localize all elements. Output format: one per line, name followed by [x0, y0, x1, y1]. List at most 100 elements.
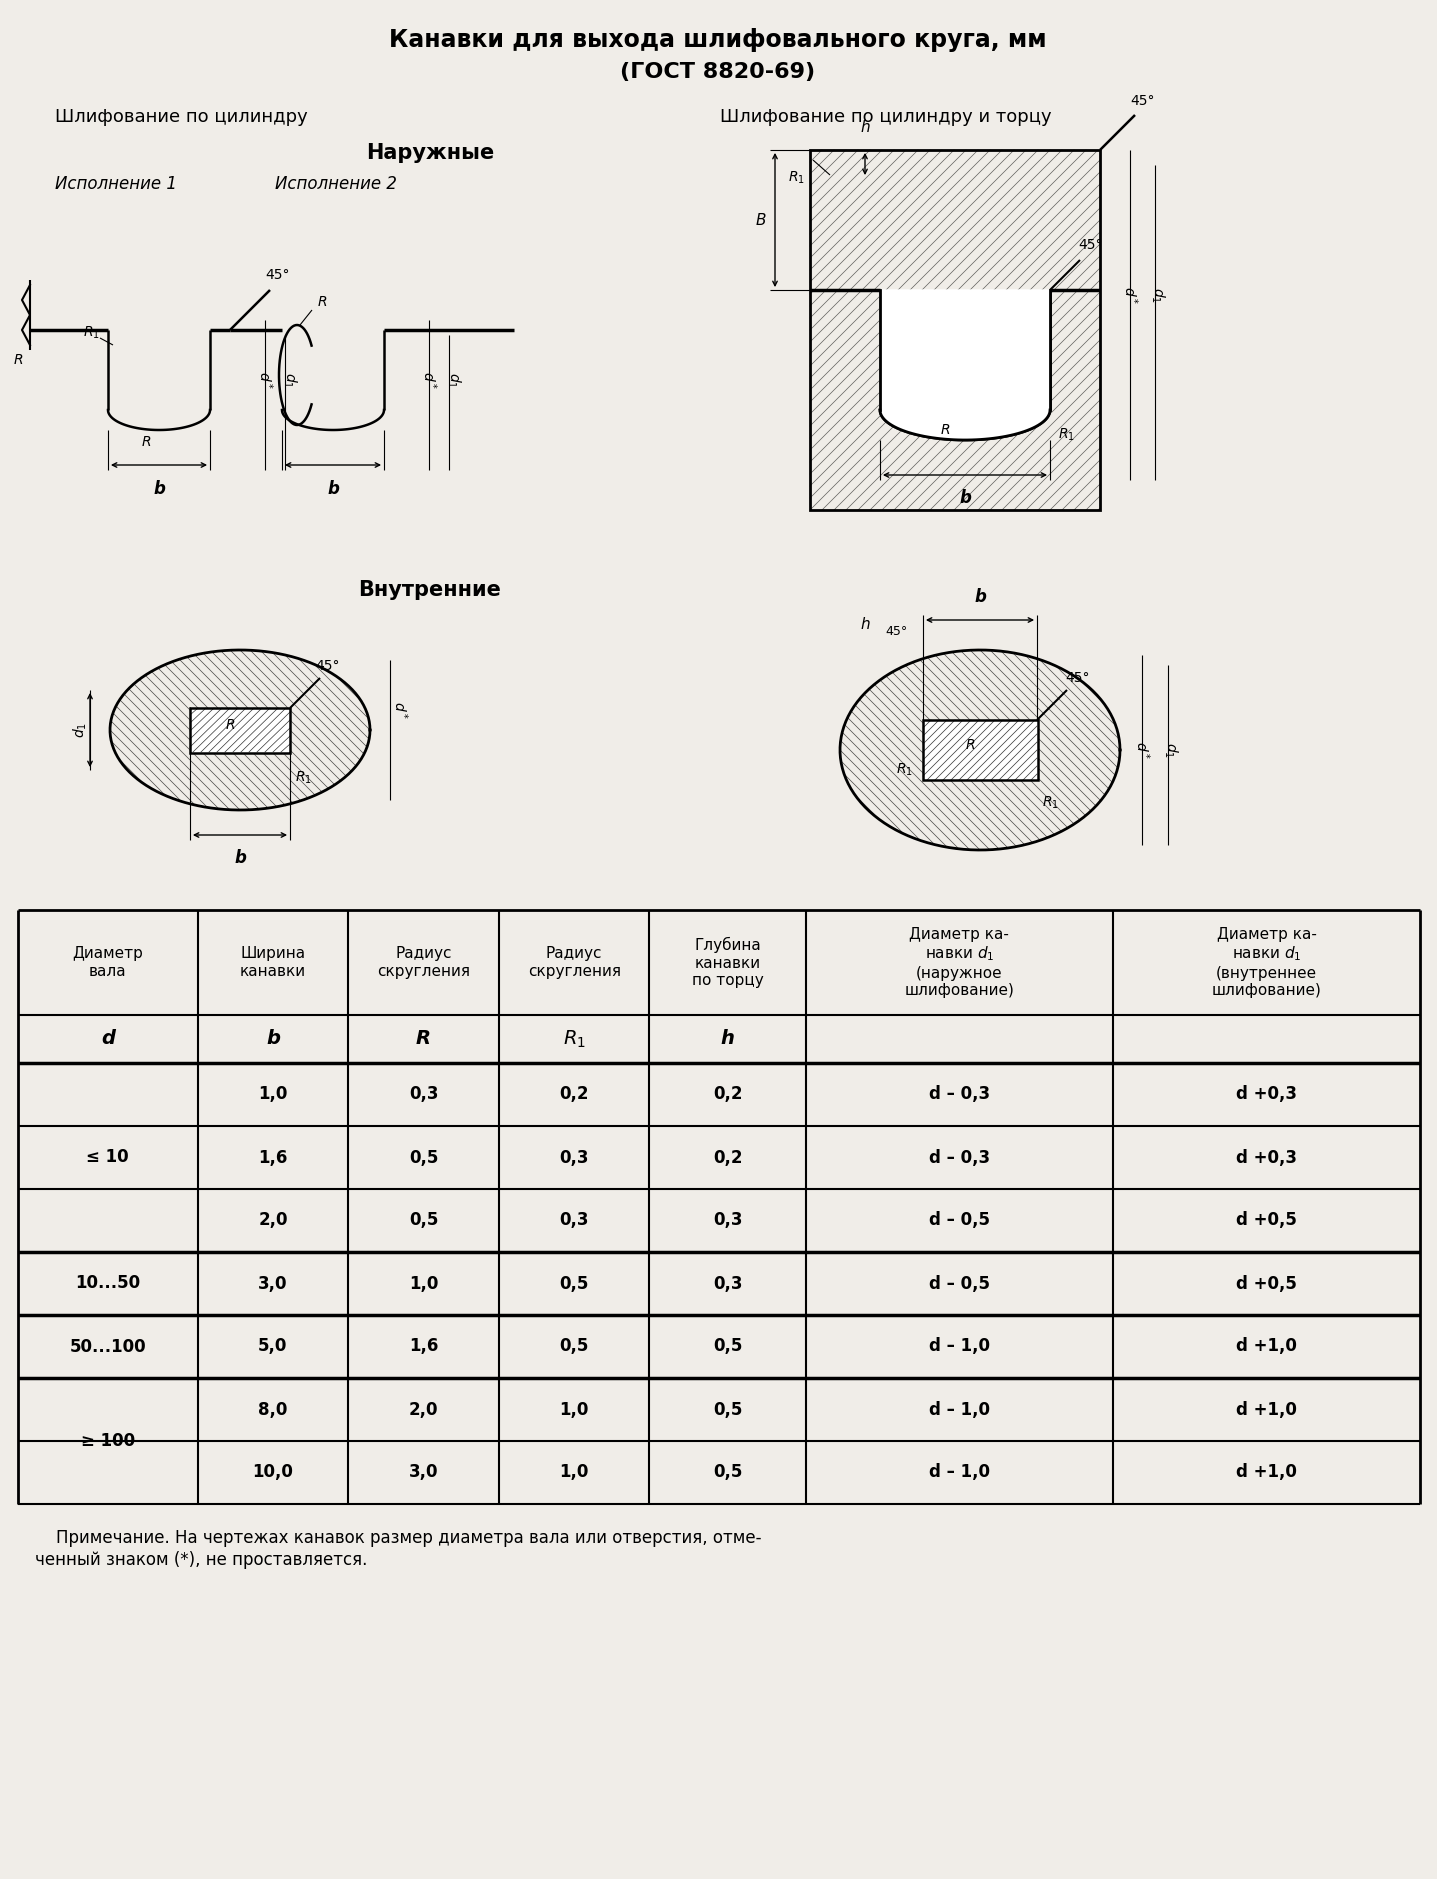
Text: 45°: 45°	[315, 660, 339, 673]
Text: b: b	[958, 489, 971, 507]
Text: 45°: 45°	[1129, 94, 1154, 107]
Text: 0,2: 0,2	[713, 1086, 743, 1103]
Text: 0,3: 0,3	[559, 1148, 589, 1167]
Text: $R$: $R$	[224, 718, 236, 733]
Text: Канавки для выхода шлифовального круга, мм: Канавки для выхода шлифовального круга, …	[389, 28, 1046, 53]
Text: Внутренние: Внутренние	[359, 581, 502, 599]
Text: $R$: $R$	[13, 353, 23, 366]
Text: 0,5: 0,5	[713, 1400, 743, 1419]
Text: 10...50: 10...50	[75, 1274, 141, 1293]
Text: $R$: $R$	[940, 423, 950, 438]
Text: $R_1$: $R_1$	[563, 1028, 586, 1050]
Text: d +0,3: d +0,3	[1236, 1086, 1298, 1103]
Text: $R_1$: $R_1$	[295, 770, 312, 787]
Text: Шлифование по цилиндру и торцу: Шлифование по цилиндру и торцу	[720, 107, 1052, 126]
Text: $R$: $R$	[141, 436, 151, 449]
Bar	[810, 150, 1099, 509]
Text: 0,5: 0,5	[559, 1338, 589, 1355]
Text: 1,0: 1,0	[559, 1400, 589, 1419]
Text: Радиус
скругления: Радиус скругления	[376, 947, 470, 979]
Text: ≤ 10: ≤ 10	[86, 1148, 129, 1167]
Text: 50...100: 50...100	[69, 1338, 147, 1355]
Text: h: h	[861, 616, 869, 631]
Text: b: b	[328, 479, 339, 498]
Text: d – 0,3: d – 0,3	[928, 1148, 990, 1167]
Text: b: b	[154, 479, 165, 498]
Text: $d^*$: $d^*$	[1132, 740, 1151, 759]
Text: $d_1$: $d_1$	[1150, 287, 1167, 303]
Text: 0,5: 0,5	[410, 1212, 438, 1229]
Text: 1,6: 1,6	[410, 1338, 438, 1355]
Text: 1,0: 1,0	[410, 1274, 438, 1293]
Text: Диаметр ка-
навки $d_1$
(наружное
шлифование): Диаметр ка- навки $d_1$ (наружное шлифов…	[904, 926, 1015, 998]
Text: $d_1$: $d_1$	[445, 372, 463, 389]
Text: d +1,0: d +1,0	[1236, 1400, 1298, 1419]
Text: 45°: 45°	[264, 269, 289, 282]
Text: $d_1$: $d_1$	[1163, 742, 1180, 757]
Text: $d^*$: $d^*$	[256, 370, 274, 389]
Text: 5,0: 5,0	[259, 1338, 287, 1355]
Text: d – 1,0: d – 1,0	[928, 1400, 990, 1419]
Text: 1,0: 1,0	[259, 1086, 287, 1103]
Text: (ГОСТ 8820-69): (ГОСТ 8820-69)	[621, 62, 816, 83]
Text: ≥ 100: ≥ 100	[80, 1432, 135, 1451]
Text: $R_1$: $R_1$	[897, 761, 912, 778]
Text: b: b	[974, 588, 986, 607]
Text: d +1,0: d +1,0	[1236, 1464, 1298, 1481]
Text: d +0,5: d +0,5	[1236, 1212, 1298, 1229]
Text: d – 0,5: d – 0,5	[928, 1274, 990, 1293]
Text: d +1,0: d +1,0	[1236, 1338, 1298, 1355]
Text: $d_1$: $d_1$	[282, 372, 299, 389]
Text: h: h	[861, 120, 869, 135]
Text: 0,3: 0,3	[559, 1212, 589, 1229]
Text: 45°: 45°	[885, 626, 907, 639]
Text: $R$: $R$	[318, 295, 328, 308]
Text: d – 0,5: d – 0,5	[928, 1212, 990, 1229]
Bar	[923, 720, 1038, 780]
Text: 2,0: 2,0	[408, 1400, 438, 1419]
Text: 0,3: 0,3	[408, 1086, 438, 1103]
Text: Исполнение 2: Исполнение 2	[274, 175, 397, 194]
Text: $B$: $B$	[756, 212, 767, 227]
Text: 45°: 45°	[1065, 671, 1089, 686]
Text: Диаметр
вала: Диаметр вала	[72, 947, 144, 979]
Text: Исполнение 1: Исполнение 1	[55, 175, 177, 194]
Text: d +0,5: d +0,5	[1236, 1274, 1298, 1293]
Text: Наружные: Наружные	[366, 143, 494, 163]
Text: R: R	[417, 1030, 431, 1048]
Text: 1,6: 1,6	[259, 1148, 287, 1167]
Text: $d_1$: $d_1$	[72, 722, 89, 738]
Text: 0,5: 0,5	[410, 1148, 438, 1167]
Text: Диаметр ка-
навки $d_1$
(внутреннее
шлифование): Диаметр ка- навки $d_1$ (внутреннее шлиф…	[1211, 926, 1322, 998]
Text: $R_1$: $R_1$	[1042, 795, 1059, 812]
Text: d – 0,3: d – 0,3	[928, 1086, 990, 1103]
Text: $R_1$: $R_1$	[1058, 427, 1075, 443]
Text: Примечание. На чертежах канавок размер диаметра вала или отверстия, отме-: Примечание. На чертежах канавок размер д…	[34, 1530, 762, 1546]
Text: b: b	[234, 849, 246, 866]
Text: d +0,3: d +0,3	[1236, 1148, 1298, 1167]
Text: 0,5: 0,5	[559, 1274, 589, 1293]
Text: 0,5: 0,5	[713, 1338, 743, 1355]
Text: $R_1$: $R_1$	[787, 169, 805, 186]
Bar	[190, 708, 290, 753]
Text: d – 1,0: d – 1,0	[928, 1338, 990, 1355]
Text: Ширина
канавки: Ширина канавки	[240, 947, 306, 979]
Text: $d^*$: $d^*$	[391, 701, 410, 720]
Text: h: h	[721, 1030, 734, 1048]
Text: 0,2: 0,2	[713, 1148, 743, 1167]
Text: d – 1,0: d – 1,0	[928, 1464, 990, 1481]
Text: b: b	[266, 1030, 280, 1048]
Text: 0,3: 0,3	[713, 1274, 743, 1293]
Text: 3,0: 3,0	[408, 1464, 438, 1481]
Text: $R_1$: $R_1$	[83, 325, 101, 342]
Text: d: d	[101, 1030, 115, 1048]
Text: $d^*$: $d^*$	[1121, 286, 1140, 304]
Text: ченный знаком (*), не проставляется.: ченный знаком (*), не проставляется.	[34, 1550, 368, 1569]
Text: Глубина
канавки
по торцу: Глубина канавки по торцу	[691, 938, 763, 988]
Text: 2,0: 2,0	[259, 1212, 287, 1229]
Text: Шлифование по цилиндру: Шлифование по цилиндру	[55, 107, 308, 126]
Text: 0,5: 0,5	[713, 1464, 743, 1481]
Text: 1,0: 1,0	[559, 1464, 589, 1481]
Text: 45°: 45°	[1078, 239, 1102, 252]
Text: 3,0: 3,0	[259, 1274, 287, 1293]
